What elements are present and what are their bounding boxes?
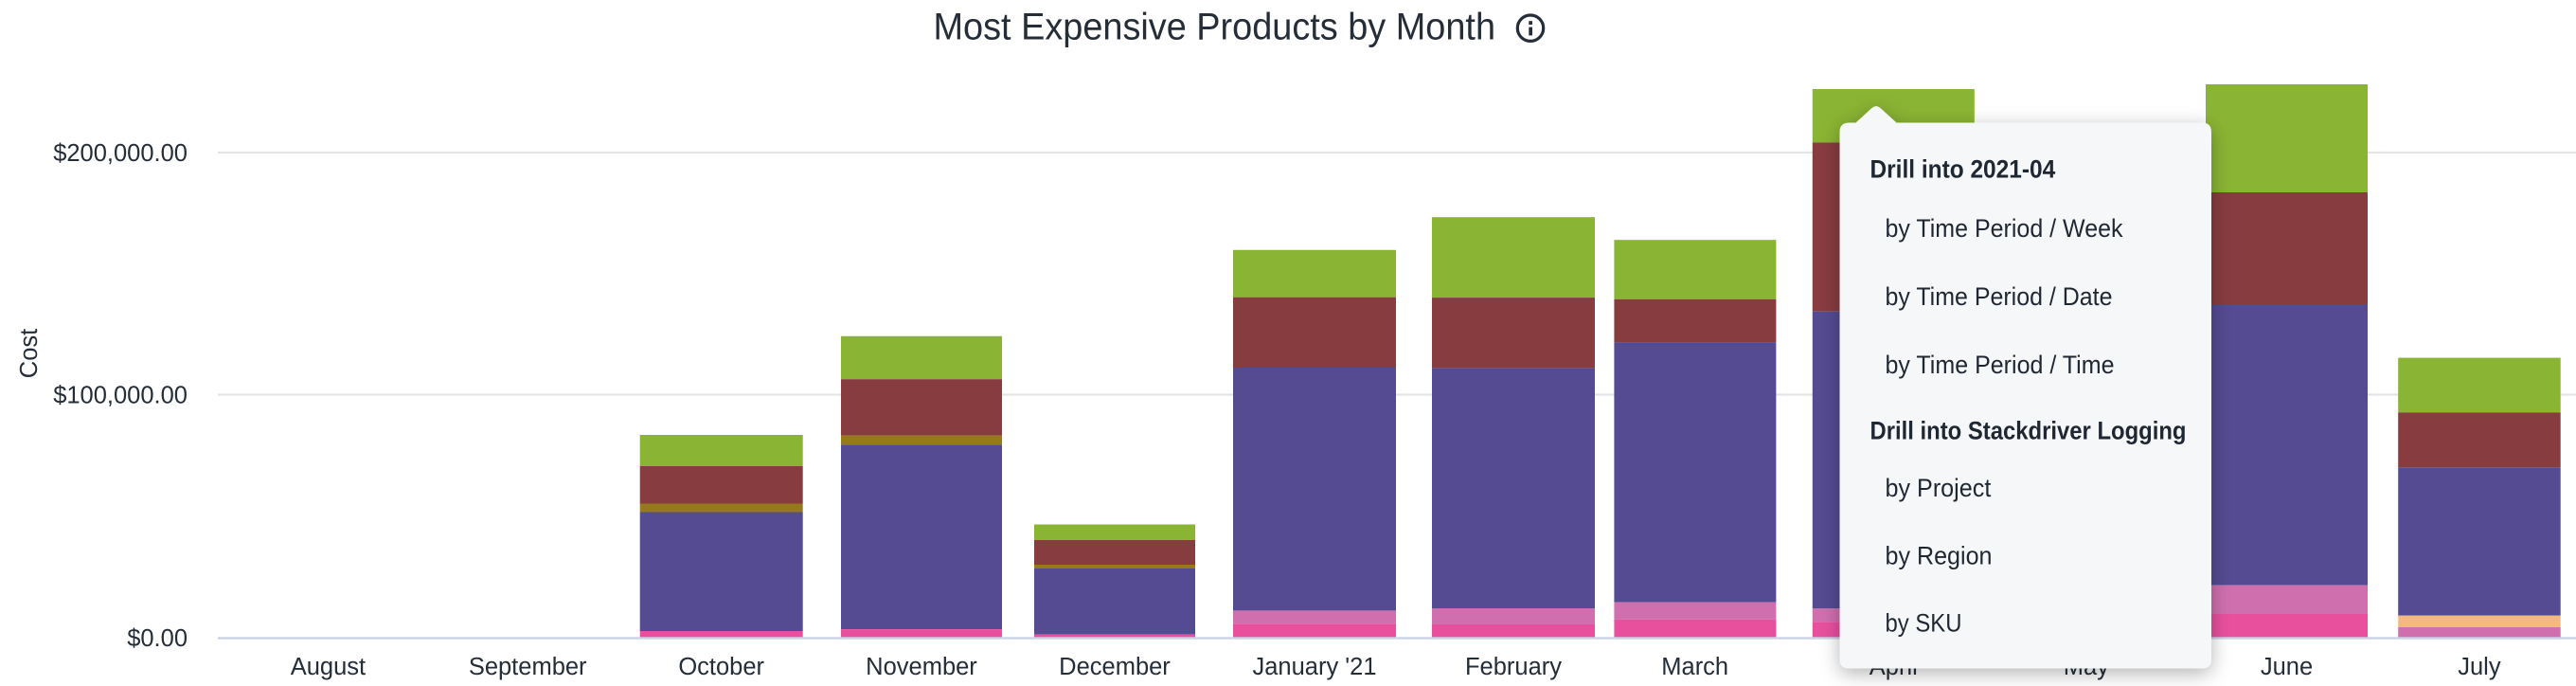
svg-text:March: March — [1661, 654, 1728, 680]
svg-text:by SKU: by SKU — [1886, 609, 1962, 638]
svg-text:by Region: by Region — [1886, 541, 1993, 569]
svg-text:September: September — [469, 654, 587, 680]
svg-text:$100,000.00: $100,000.00 — [53, 383, 188, 409]
svg-text:by Project: by Project — [1886, 474, 1992, 502]
svg-text:by Time Period / Week: by Time Period / Week — [1886, 214, 2124, 243]
svg-text:$200,000.00: $200,000.00 — [53, 140, 188, 167]
svg-text:January '21: January '21 — [1252, 654, 1376, 680]
svg-text:February: February — [1465, 654, 1562, 680]
svg-text:June: June — [2261, 654, 2313, 680]
svg-text:August: August — [291, 654, 366, 680]
svg-text:Cost: Cost — [16, 329, 43, 378]
svg-text:$0.00: $0.00 — [127, 625, 188, 652]
svg-text:by Time Period / Time: by Time Period / Time — [1886, 351, 2115, 379]
svg-text:Drill into Stackdriver Logging: Drill into Stackdriver Logging — [1870, 417, 2187, 445]
svg-text:October: October — [678, 654, 764, 680]
svg-text:Drill into 2021-04: Drill into 2021-04 — [1870, 155, 2056, 184]
svg-text:November: November — [866, 654, 977, 680]
svg-text:December: December — [1059, 654, 1171, 680]
svg-text:Most Expensive Products by Mon: Most Expensive Products by Month — [934, 7, 1496, 48]
svg-text:by Time Period / Date: by Time Period / Date — [1886, 282, 2113, 311]
svg-text:July: July — [2458, 654, 2501, 680]
